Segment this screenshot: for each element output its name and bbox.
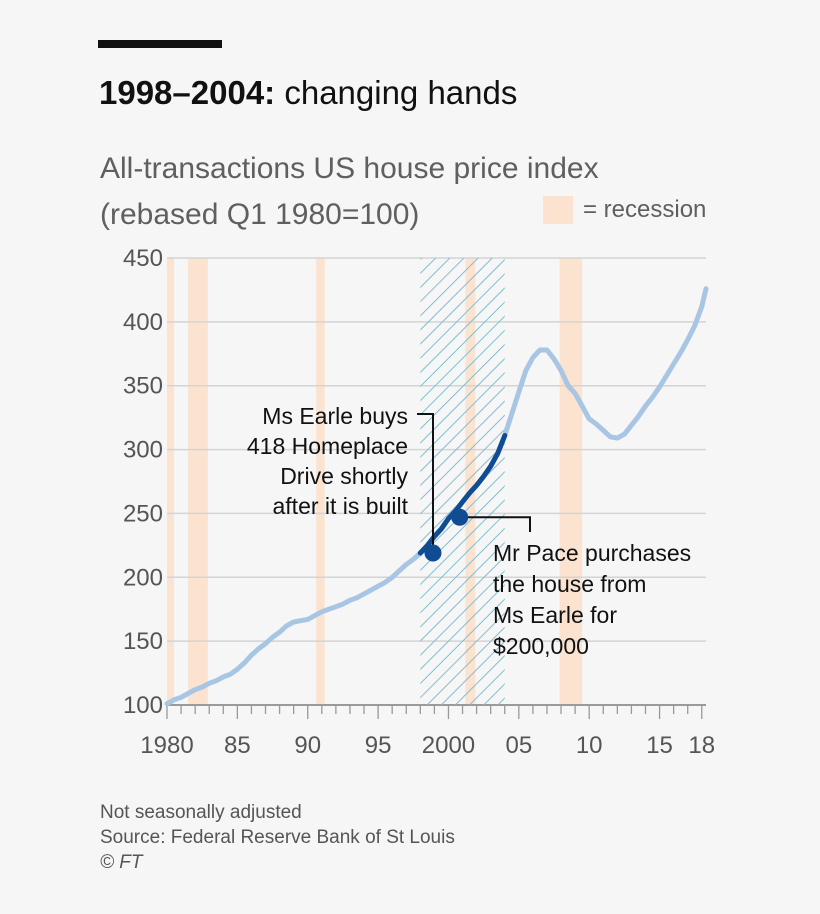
- annotation-leader-2: [459, 516, 531, 532]
- footer-note: Not seasonally adjusted: [100, 802, 302, 823]
- footer: Not seasonally adjusted Source: Federal …: [100, 800, 455, 875]
- headline: 1998–2004: changing hands: [99, 74, 517, 112]
- chart-subtitle: All-transactions US house price index (r…: [100, 146, 599, 238]
- x-tick-label: 15: [646, 732, 673, 759]
- y-tick-label: 350: [123, 373, 163, 400]
- x-tick-label: 95: [365, 732, 392, 759]
- subtitle-line1: All-transactions US house price index: [100, 152, 599, 185]
- footer-source: Source: Federal Reserve Bank of St Louis: [100, 827, 455, 848]
- x-tick-label: 18: [688, 732, 715, 759]
- recession-band: [188, 258, 208, 705]
- recession-band: [167, 258, 175, 705]
- x-tick-label: 85: [224, 732, 251, 759]
- annotation-label-1-line: Ms Earle buys: [262, 403, 408, 429]
- annotation-label-2-line: Ms Earle for: [493, 602, 617, 628]
- annotation-label-2-line: Mr Pace purchases: [493, 540, 691, 566]
- annotation-point-1: [424, 544, 442, 562]
- highlight-series-line: [417, 433, 508, 556]
- recession-band: [316, 258, 325, 705]
- y-tick-label: 400: [123, 309, 163, 336]
- x-tick-label: 10: [576, 732, 603, 759]
- annotation-leader-1: [417, 413, 434, 553]
- x-tick-label: 2000: [422, 732, 475, 759]
- y-tick-label: 100: [123, 692, 163, 719]
- annotation-point-2: [451, 508, 469, 526]
- y-tick-label: 250: [123, 500, 163, 527]
- annotation-label-2-line: $200,000: [493, 633, 589, 659]
- annotation-label-1-line: 418 Homeplace: [247, 433, 408, 459]
- annotation-label-2-line: the house from: [493, 571, 646, 597]
- x-tick-label: 90: [294, 732, 321, 759]
- subtitle-line2: (rebased Q1 1980=100): [100, 198, 420, 231]
- y-tick-label: 450: [123, 245, 163, 272]
- recession-legend-label: = recession: [583, 196, 707, 223]
- y-tick-label: 200: [123, 564, 163, 591]
- ft-top-bar: [98, 40, 222, 48]
- annotation-label-1-line: after it is built: [273, 493, 409, 519]
- footer-credit: © FT: [100, 852, 143, 873]
- x-tick-label: 1980: [140, 732, 193, 759]
- headline-bold: 1998–2004:: [99, 74, 276, 111]
- recession-legend-swatch: [543, 196, 573, 224]
- y-tick-label: 150: [123, 628, 163, 655]
- highlight-period-hatch: [420, 258, 505, 705]
- headline-rest: changing hands: [275, 74, 518, 111]
- annotation-label-1-line: Drive shortly: [280, 463, 408, 489]
- y-tick-label: 300: [123, 437, 163, 464]
- recession-band: [559, 258, 583, 705]
- x-tick-label: 05: [505, 732, 532, 759]
